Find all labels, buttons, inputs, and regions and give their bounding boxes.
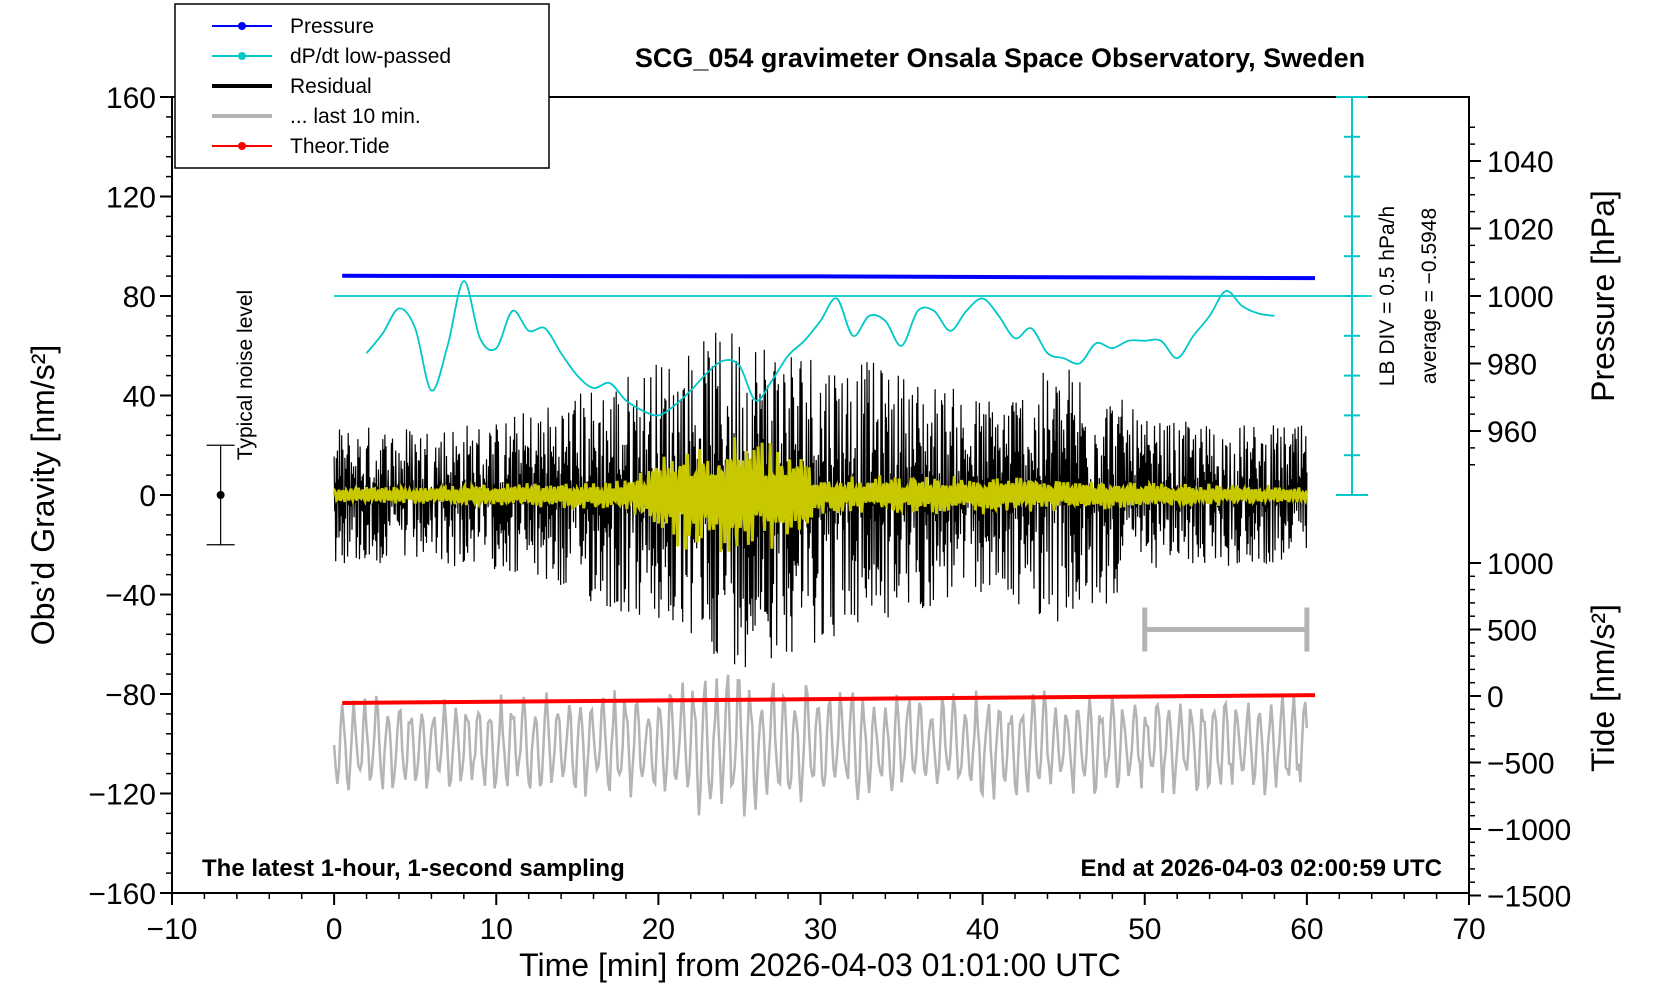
series-smoothed-residual (332, 437, 1309, 553)
y-tick-label: 160 (106, 82, 156, 115)
tide-tick-label: 0 (1487, 681, 1504, 714)
series-last-10-min (332, 674, 1309, 817)
legend-marker (238, 142, 246, 150)
series-layer (206, 96, 1372, 817)
x-tick-label: 10 (480, 913, 513, 946)
y-axis-title-pressure: Pressure [hPa] (1585, 190, 1621, 402)
footer-left: The latest 1-hour, 1-second sampling (202, 855, 625, 882)
x-tick-label: 0 (326, 913, 343, 946)
tide-tick-label: −1000 (1487, 814, 1571, 847)
x-tick-label: 40 (966, 913, 999, 946)
y-tick-label: −80 (105, 679, 156, 712)
y-axis-title-tide: Tide [nm/s²] (1585, 604, 1621, 772)
x-tick-label: 50 (1128, 913, 1161, 946)
tide-tick-label: −500 (1487, 748, 1555, 781)
average-label: average = −0.5948 (1418, 208, 1441, 384)
series-pressure (342, 273, 1316, 281)
legend-marker (238, 52, 246, 60)
tide-tick-label: 1000 (1487, 548, 1554, 581)
y-tick-label: −40 (105, 580, 156, 613)
pressure-tick-label: 1000 (1487, 281, 1554, 314)
axes-layer: −10 0 10 20 30 40 50 60 70−160−120−80−4004080120… (88, 82, 1571, 946)
x-tick-label: 20 (642, 913, 675, 946)
y-tick-label: 120 (106, 182, 156, 215)
y-tick-label: −160 (88, 878, 156, 911)
chart-title: SCG_054 gravimeter Onsala Space Observat… (635, 43, 1365, 73)
legend-label: Theor.Tide (290, 135, 390, 158)
pressure-tick-label: 980 (1487, 349, 1537, 382)
noise-label: Typical noise level (234, 290, 257, 460)
x-tick-label: 30 (804, 913, 837, 946)
legend-label: dP/dt low-passed (290, 45, 451, 68)
pressure-tick-label: 1020 (1487, 214, 1554, 247)
x-tick-label: 70 (1452, 913, 1485, 946)
y-tick-label: 0 (139, 480, 156, 513)
series-dpdt (365, 280, 1275, 417)
x-axis-title: Time [min] from 2026-04-03 01:01:00 UTC (519, 947, 1121, 983)
lb-div-label: LB DIV = 0.5 hPa/h (1376, 206, 1399, 386)
pressure-tick-label: 1040 (1487, 146, 1554, 179)
y-axis-title-left: Obs’d Gravity [nm/s²] (25, 345, 61, 646)
legend: Pressure dP/dt low-passed Residual ... last… (174, 3, 550, 169)
legend-label: Pressure (290, 15, 374, 38)
y-tick-label: 80 (123, 281, 156, 314)
legend-entries: Pressure dP/dt low-passed Residual ... last… (212, 15, 451, 158)
x-tick-label: −10 (147, 913, 198, 946)
series-theor-tide (342, 693, 1316, 705)
legend-label: ... last 10 min. (290, 105, 421, 128)
tide-tick-label: 500 (1487, 615, 1537, 648)
y-tick-label: 40 (123, 381, 156, 414)
tide-tick-label: −1500 (1487, 881, 1571, 914)
footer-right: End at 2026-04-03 02:00:59 UTC (1081, 855, 1443, 882)
y-tick-label: −120 (88, 779, 156, 812)
legend-marker (238, 22, 246, 30)
noise-bar-center (216, 491, 225, 499)
series-residual (333, 332, 1308, 668)
legend-label: Residual (290, 75, 372, 98)
x-tick-label: 60 (1290, 913, 1323, 946)
pressure-tick-label: 960 (1487, 416, 1537, 449)
